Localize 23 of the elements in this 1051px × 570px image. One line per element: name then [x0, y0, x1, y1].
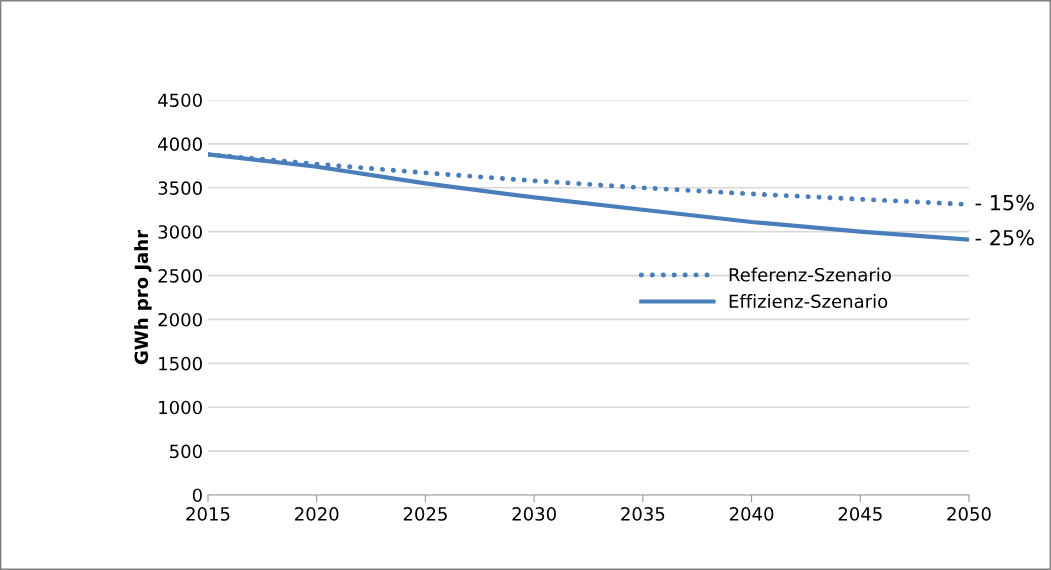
- y-axis-title: GWh pro Jahr: [134, 230, 152, 365]
- y-tick-label: 500: [170, 444, 202, 459]
- annotation: - 15%: [975, 194, 1034, 211]
- y-tick-label: 1000: [159, 400, 202, 415]
- y-tick-label: 0: [192, 488, 202, 503]
- annotation: - 25%: [975, 229, 1034, 246]
- y-tick-label: 3500: [158, 181, 202, 195]
- legend-label: Referenz-Szenario: [729, 267, 891, 282]
- y-tick-label: 1500: [159, 356, 202, 371]
- x-tick-label: 2050: [947, 507, 991, 521]
- x-tick-label: 2040: [729, 507, 774, 521]
- y-tick-label: 4500: [158, 93, 202, 108]
- x-tick-label: 2020: [295, 507, 339, 521]
- x-tick-label: 2035: [621, 507, 665, 521]
- y-tick-label: 2000: [158, 312, 202, 327]
- x-tick-label: 2015: [186, 507, 230, 521]
- x-tick-label: 2030: [512, 507, 556, 521]
- x-tick-label: 2045: [838, 507, 882, 521]
- y-tick-label: 3000: [158, 225, 202, 239]
- y-tick-label: 4000: [158, 137, 202, 152]
- legend-label: Effizienz-Szenario: [729, 294, 888, 309]
- y-tick-label: 2500: [158, 269, 202, 283]
- x-tick-label: 2025: [403, 507, 447, 521]
